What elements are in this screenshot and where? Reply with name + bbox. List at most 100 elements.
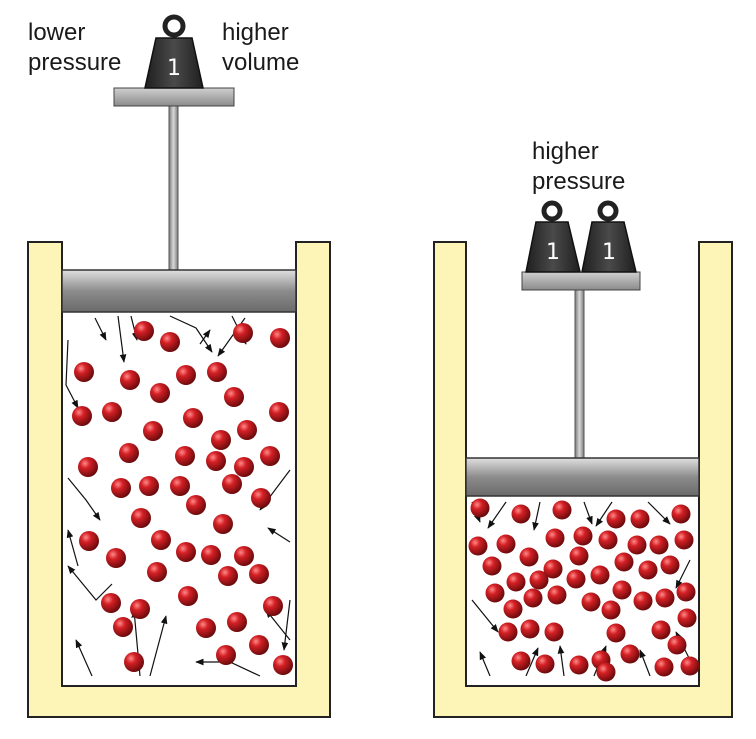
gas-particle: [150, 383, 170, 403]
gas-particle: [544, 622, 564, 642]
gas-particle: [186, 495, 206, 515]
gas-particle: [601, 600, 621, 620]
gas-particle: [671, 504, 691, 524]
gas-particle: [79, 531, 99, 551]
left-pressure-line1: lower: [28, 19, 86, 46]
gas-particle: [638, 560, 658, 580]
gas-particle: [270, 328, 290, 348]
gas-particle: [485, 583, 505, 603]
gas-particle: [633, 591, 653, 611]
gas-particle: [263, 596, 283, 616]
particle-motion-arrow: [65, 339, 79, 409]
gas-particle: [569, 655, 589, 675]
gas-particle: [680, 656, 700, 676]
gas-particle: [519, 547, 539, 567]
gas-particle: [160, 332, 180, 352]
particle-motion-arrow: [583, 501, 593, 525]
gas-particle: [651, 620, 671, 640]
right-particles: [468, 498, 700, 682]
gas-particle: [606, 509, 626, 529]
gas-particle: [111, 478, 131, 498]
particle-motion-arrow: [149, 615, 168, 677]
right-pressure-line1: higher: [532, 138, 599, 165]
left-volume-line2: volume: [222, 49, 300, 76]
particle-motion-arrow: [94, 317, 107, 341]
gas-particle: [233, 323, 253, 343]
gas-particle: [614, 552, 634, 572]
left-weight: 1: [144, 14, 204, 89]
right-pressure-label: higher pressure: [532, 137, 625, 197]
gas-particle: [224, 387, 244, 407]
gas-particle: [470, 498, 490, 518]
gas-particle: [598, 530, 618, 550]
gas-particle: [131, 508, 151, 528]
gas-particle: [74, 362, 94, 382]
left-volume-label: higher volume: [222, 18, 299, 78]
gas-particle: [196, 618, 216, 638]
right-weight-2-number: 1: [602, 240, 616, 265]
gas-particle: [139, 476, 159, 496]
gas-particle: [468, 536, 488, 556]
gas-particle: [676, 582, 696, 602]
right-weight-2: 1: [581, 200, 637, 273]
particle-motion-arrow: [479, 651, 491, 677]
gas-particle: [201, 545, 221, 565]
right-weight-1: 1: [525, 200, 581, 273]
gas-particle: [627, 535, 647, 555]
gas-particle: [78, 457, 98, 477]
particle-motion-arrow: [639, 649, 651, 677]
gas-particle: [218, 566, 238, 586]
left-pressure-label: lower pressure: [28, 18, 121, 78]
gas-particle: [102, 402, 122, 422]
gas-particle: [119, 443, 139, 463]
gas-particle: [535, 654, 555, 674]
gas-particle: [269, 402, 289, 422]
gas-particle: [176, 365, 196, 385]
gas-particle: [552, 500, 572, 520]
particle-motion-arrow: [117, 315, 127, 363]
particle-motion-arrow: [487, 501, 507, 529]
gas-particle: [606, 623, 626, 643]
gas-particle: [523, 588, 543, 608]
gas-particle: [511, 504, 531, 524]
gas-particle: [213, 514, 233, 534]
gas-particle: [130, 599, 150, 619]
gas-particle: [151, 530, 171, 550]
left-cylinder: 1: [27, 14, 331, 718]
left-volume-line1: higher: [222, 19, 289, 46]
particle-motion-arrow: [471, 599, 499, 633]
left-piston-rod: [168, 103, 179, 273]
particle-motion-arrow: [595, 501, 613, 527]
gas-particle: [573, 526, 593, 546]
particle-motion-arrow: [675, 559, 691, 589]
gas-particle: [251, 488, 271, 508]
gas-particle: [106, 548, 126, 568]
gas-particle: [216, 645, 236, 665]
gas-particle: [506, 572, 526, 592]
gas-particle: [630, 509, 650, 529]
gas-particle: [249, 564, 269, 584]
right-pressure-line2: pressure: [532, 168, 626, 195]
gas-particle: [667, 635, 687, 655]
gas-particle: [143, 421, 163, 441]
left-piston-head: [61, 269, 297, 313]
gas-particle: [124, 652, 144, 672]
particle-motion-arrow: [557, 645, 565, 677]
gas-particle: [590, 565, 610, 585]
left-piston-plate: [113, 87, 235, 107]
gas-particle: [674, 530, 694, 550]
gas-particle: [511, 651, 531, 671]
gas-particle: [655, 588, 675, 608]
gas-particle: [207, 362, 227, 382]
gas-particle: [520, 619, 540, 639]
gas-particle: [176, 542, 196, 562]
gas-particle: [170, 476, 190, 496]
gas-particle: [612, 580, 632, 600]
gas-particle: [147, 562, 167, 582]
gas-particle: [206, 451, 226, 471]
gas-particle: [175, 446, 195, 466]
gas-particle: [498, 622, 518, 642]
left-particles: [72, 321, 293, 675]
particle-motion-arrow: [281, 599, 291, 651]
